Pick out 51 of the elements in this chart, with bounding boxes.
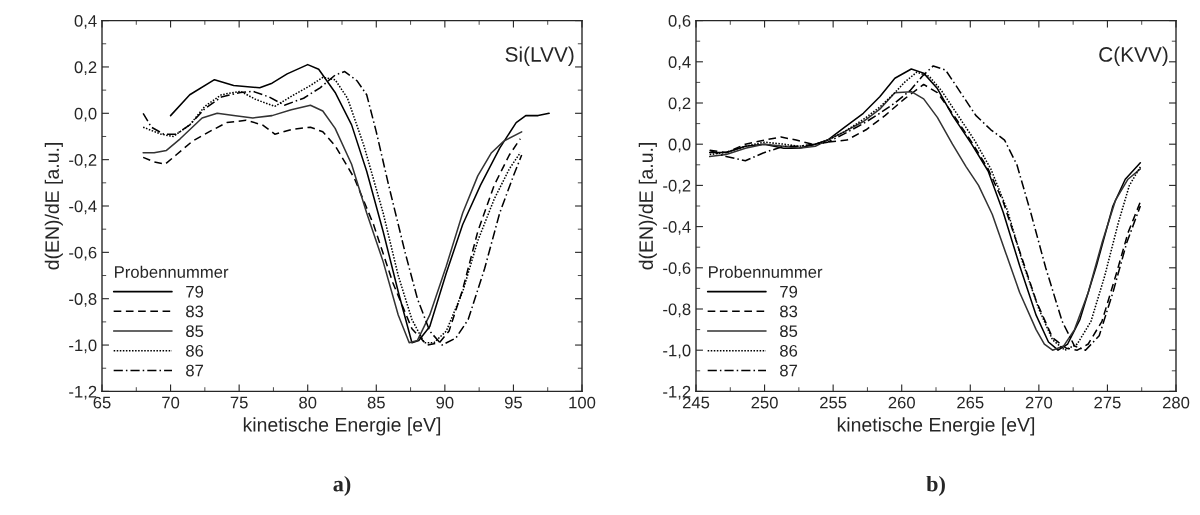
x-tick-label: 70	[162, 396, 180, 409]
x-tick-label: 80	[299, 396, 317, 409]
y-tick-label: 0,4	[668, 56, 691, 70]
y-tick-label: -0,2	[69, 154, 97, 168]
x-tick-label: 265	[957, 396, 984, 409]
text: a)	[333, 475, 351, 497]
legend-label: 86	[186, 344, 204, 357]
x-tick-label: 270	[1025, 396, 1053, 409]
y-tick-label: -0,4	[69, 200, 97, 215]
legend-label: 79	[780, 285, 798, 298]
legend-label: 83	[186, 305, 204, 318]
legend-label: 79	[186, 285, 204, 298]
y-tick-label: -0,4	[663, 221, 691, 235]
x-tick-label: 280	[1162, 396, 1190, 409]
y-tick-label: -0,8	[663, 303, 691, 318]
y-axis-title: d(EN)/dE [a.u.]	[638, 143, 657, 270]
legend-label: 87	[186, 364, 204, 377]
y-tick-label: 0,0	[74, 107, 97, 122]
x-tick-label: 85	[367, 396, 385, 409]
annotation: C(KVV)	[1099, 46, 1168, 66]
legend-title: Probennummer	[709, 265, 823, 278]
y-tick-label: 0,2	[668, 97, 691, 112]
x-tick-label: 275	[1094, 396, 1121, 409]
x-axis-title: kinetische Energie [eV]	[243, 417, 441, 436]
y-tick-label: -1,0	[663, 344, 691, 359]
y-tick-label: 0,2	[74, 61, 97, 76]
y-tick-label: -0,2	[663, 179, 691, 194]
legend-title: Probennummer	[115, 265, 229, 278]
legend-label: 83	[780, 305, 798, 318]
x-tick-label: 255	[820, 396, 847, 409]
x-tick-label: 260	[888, 396, 915, 409]
y-axis-title: d(EN)/dE [a.u.]	[44, 143, 63, 270]
x-tick-label: 100	[569, 396, 596, 409]
y-tick-label: -0,8	[69, 293, 97, 307]
legend-label: 85	[780, 325, 798, 338]
legend-label: 86	[780, 344, 798, 357]
legend-label: 87	[780, 364, 798, 377]
annotation: Si(LVV)	[505, 46, 574, 66]
y-tick-label: -0,6	[663, 262, 691, 276]
x-tick-label: 75	[230, 396, 248, 409]
x-tick-label: 90	[436, 396, 454, 409]
y-tick-label: -0,6	[69, 246, 97, 261]
y-tick-label: 0,6	[668, 15, 691, 29]
y-tick-label: 0,0	[668, 138, 691, 153]
y-tick-label: -1,0	[69, 339, 97, 354]
x-tick-label: 95	[504, 396, 522, 409]
x-axis-title: kinetische Energie [eV]	[837, 417, 1035, 436]
x-tick-label: 250	[751, 396, 778, 409]
text: b)	[926, 475, 945, 497]
legend-label: 85	[186, 325, 204, 338]
y-tick-label: 0,4	[74, 15, 97, 29]
